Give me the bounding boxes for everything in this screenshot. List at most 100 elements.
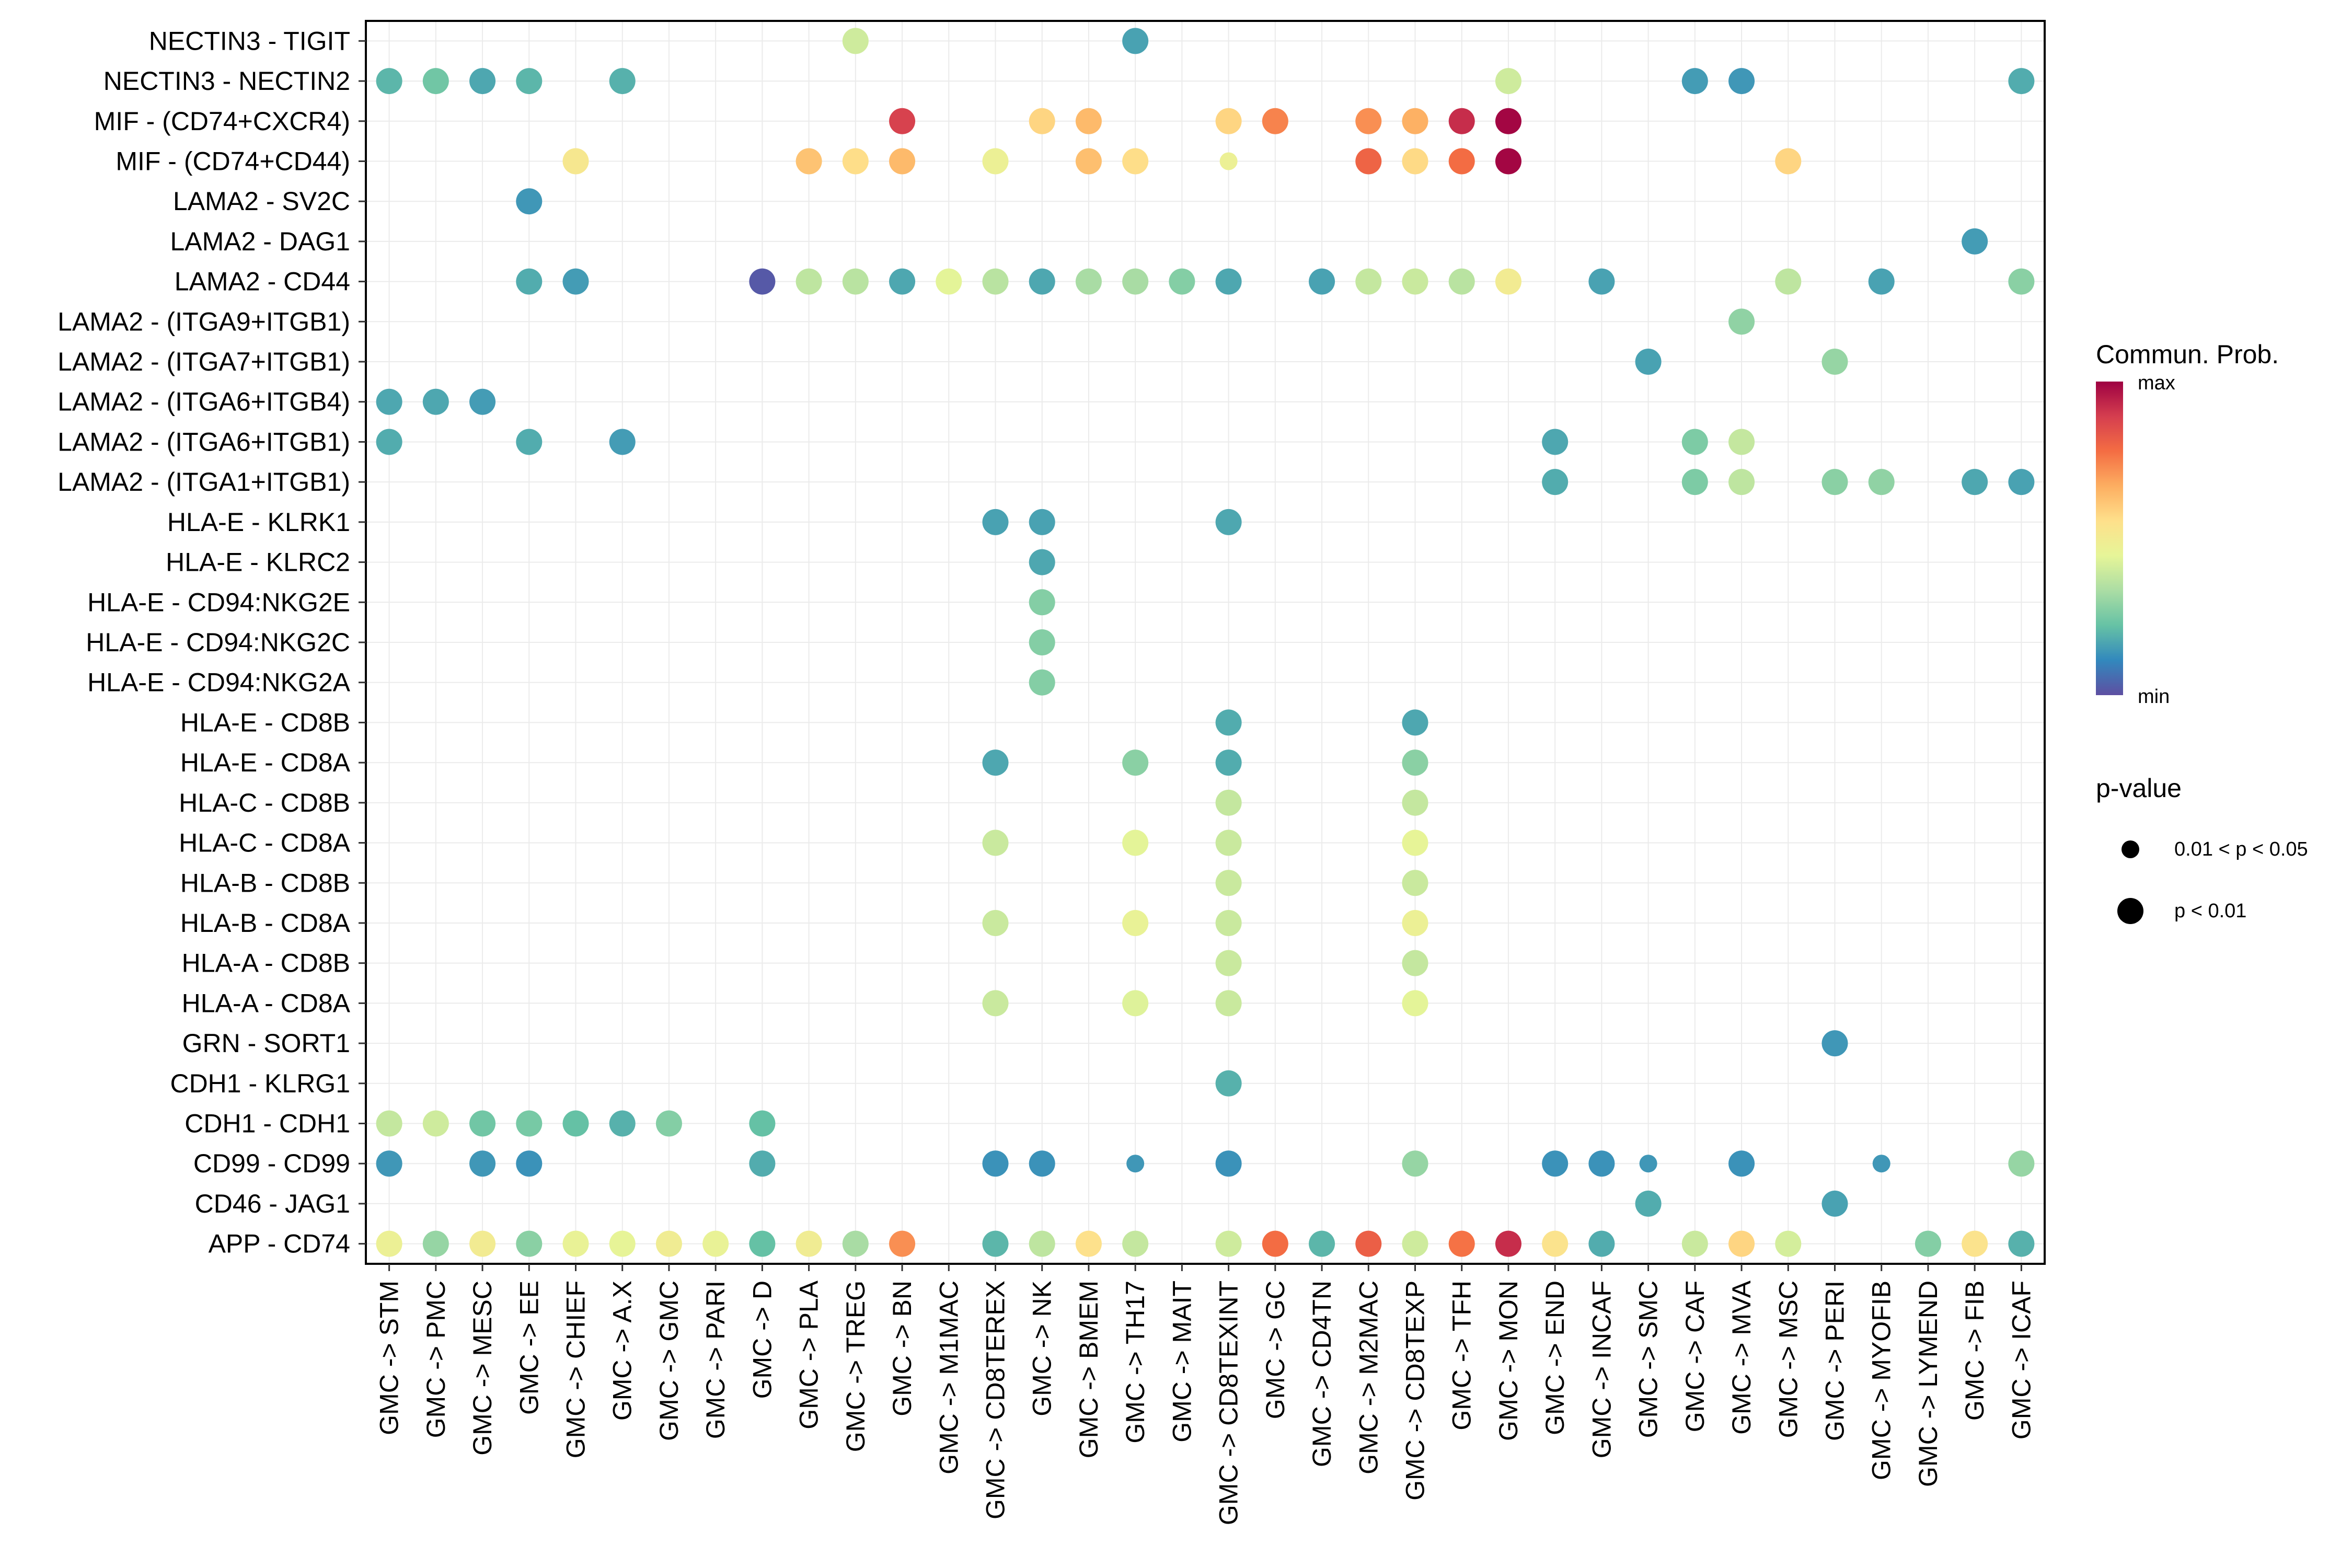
data-point bbox=[1962, 1230, 1988, 1257]
data-point bbox=[1872, 1155, 1890, 1173]
x-tick-label: GMC -> ICAF bbox=[2007, 1281, 2036, 1439]
data-point bbox=[1029, 589, 1055, 616]
y-tick-label: LAMA2 - SV2C bbox=[173, 187, 350, 216]
data-point bbox=[469, 1110, 496, 1137]
y-tick-label: LAMA2 - (ITGA7+ITGB1) bbox=[57, 347, 350, 376]
x-tick-label: GMC -> GMC bbox=[654, 1281, 684, 1441]
data-point bbox=[422, 1110, 449, 1137]
data-point bbox=[609, 68, 636, 95]
data-point bbox=[1495, 148, 1521, 175]
data-point bbox=[1495, 1230, 1521, 1257]
data-point bbox=[1448, 148, 1475, 175]
data-point bbox=[1122, 909, 1149, 936]
y-tick-label: HLA-E - KLRK1 bbox=[167, 508, 350, 537]
data-point bbox=[1495, 68, 1521, 95]
y-tick-label: APP - CD74 bbox=[209, 1229, 350, 1259]
data-point bbox=[1868, 469, 1895, 495]
y-tick-label: NECTIN3 - NECTIN2 bbox=[103, 66, 350, 96]
data-point bbox=[1122, 829, 1149, 856]
data-point bbox=[1309, 268, 1335, 295]
data-point bbox=[1495, 108, 1521, 134]
data-point bbox=[1635, 1190, 1662, 1217]
data-point bbox=[376, 1110, 402, 1137]
x-tick-label: GMC -> LYMEND bbox=[1913, 1281, 1943, 1487]
gridlines bbox=[366, 21, 2045, 1264]
y-tick-label: LAMA2 - CD44 bbox=[175, 267, 350, 296]
x-tick-label: GMC -> D bbox=[747, 1281, 777, 1399]
data-point bbox=[1402, 990, 1428, 1017]
data-point bbox=[889, 268, 916, 295]
data-point bbox=[1448, 108, 1475, 134]
data-point bbox=[1215, 709, 1242, 736]
x-tick-label: GMC -> M1MAC bbox=[934, 1281, 963, 1474]
x-tick-label: GMC -> CD8TEXP bbox=[1401, 1281, 1430, 1501]
size-legend-items: 0.01 < p < 0.05 p < 0.01 bbox=[2117, 838, 2308, 924]
data-point bbox=[1029, 669, 1055, 696]
data-point bbox=[1215, 789, 1242, 816]
data-point bbox=[1821, 349, 1848, 375]
data-point bbox=[376, 1150, 402, 1177]
data-points bbox=[376, 28, 2035, 1257]
data-point bbox=[1075, 148, 1102, 175]
data-point bbox=[516, 1110, 543, 1137]
data-point bbox=[609, 1230, 636, 1257]
y-tick-label: HLA-C - CD8A bbox=[179, 828, 350, 858]
legend: Commun. Prob. max min p-value 0.01 < p <… bbox=[2096, 340, 2308, 924]
x-tick-label: GMC -> CD8TEXINT bbox=[1214, 1281, 1243, 1525]
data-point bbox=[982, 750, 1009, 776]
data-point bbox=[1635, 349, 1662, 375]
y-tick-label: LAMA2 - (ITGA6+ITGB4) bbox=[57, 387, 350, 417]
data-point bbox=[1681, 429, 1708, 455]
data-point bbox=[1029, 1230, 1055, 1257]
data-point bbox=[1588, 1150, 1615, 1177]
data-point bbox=[1681, 68, 1708, 95]
data-point bbox=[1126, 1155, 1145, 1173]
data-point bbox=[1075, 268, 1102, 295]
data-point bbox=[1588, 1230, 1615, 1257]
data-point bbox=[982, 148, 1009, 175]
data-point bbox=[1122, 148, 1149, 175]
data-point bbox=[469, 1230, 496, 1257]
data-point bbox=[655, 1110, 682, 1137]
x-tick-label: GMC -> MYOFIB bbox=[1867, 1281, 1896, 1480]
data-point bbox=[1215, 750, 1242, 776]
data-point bbox=[516, 68, 543, 95]
data-point bbox=[1542, 429, 1569, 455]
x-tick-label: GMC -> M2MAC bbox=[1354, 1281, 1383, 1474]
data-point bbox=[376, 429, 402, 455]
data-point bbox=[562, 148, 589, 175]
data-point bbox=[1355, 1230, 1382, 1257]
y-tick-label: HLA-B - CD8A bbox=[180, 908, 351, 938]
data-point bbox=[1728, 469, 1755, 495]
y-tick-label: GRN - SORT1 bbox=[182, 1029, 350, 1058]
y-tick-label: HLA-E - CD8A bbox=[180, 748, 351, 777]
data-point bbox=[982, 1150, 1009, 1177]
data-point bbox=[1355, 268, 1382, 295]
data-point bbox=[422, 1230, 449, 1257]
data-point bbox=[469, 68, 496, 95]
x-tick-label: GMC -> MVA bbox=[1727, 1280, 1756, 1435]
data-point bbox=[1681, 1230, 1708, 1257]
data-point bbox=[1402, 870, 1428, 896]
data-point bbox=[1821, 1190, 1848, 1217]
data-point bbox=[1122, 990, 1149, 1017]
data-point bbox=[1262, 108, 1288, 134]
data-point bbox=[795, 148, 822, 175]
data-point bbox=[889, 108, 916, 134]
y-tick-label: HLA-A - CD8B bbox=[182, 949, 350, 978]
x-tick-label: GMC -> TFH bbox=[1447, 1281, 1477, 1431]
data-point bbox=[609, 429, 636, 455]
x-tick-label: GMC -> PARI bbox=[701, 1281, 730, 1439]
x-tick-label: GMC -> NK bbox=[1028, 1281, 1057, 1416]
data-point bbox=[1775, 268, 1802, 295]
data-point bbox=[982, 1230, 1009, 1257]
data-point bbox=[1215, 1150, 1242, 1177]
data-point bbox=[1355, 148, 1382, 175]
data-point bbox=[982, 268, 1009, 295]
data-point bbox=[1215, 509, 1242, 535]
data-point bbox=[749, 1150, 776, 1177]
y-tick-label: CD99 - CD99 bbox=[193, 1149, 350, 1178]
data-point bbox=[1402, 1150, 1428, 1177]
data-point bbox=[1075, 108, 1102, 134]
